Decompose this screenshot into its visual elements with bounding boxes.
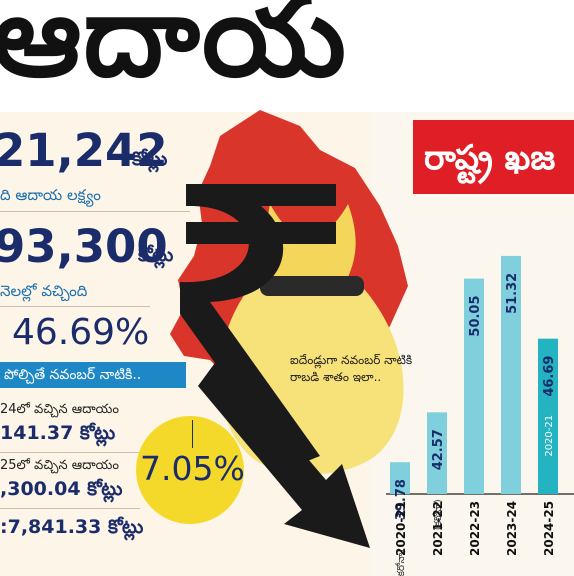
down-arrow-icon — [198, 356, 370, 548]
headline: ఆదాయ — [0, 0, 348, 102]
chart-caption: ఐదేండ్లుగా నవంబర్ నాటికి రాబడి శాతం ఇలా.… — [290, 352, 412, 386]
row-value-2: ,300.04 కోట్లు — [0, 478, 123, 500]
category-tick-label: 2021-22 — [431, 501, 445, 556]
growth-badge — [136, 416, 244, 524]
bar-value-label: 51.32 — [505, 273, 520, 314]
received-label: నెలల్లో వచ్చింది — [0, 282, 88, 300]
bar — [538, 338, 558, 494]
bar-value-label: 46.69 — [542, 356, 557, 397]
divider — [0, 306, 150, 307]
chart-caption-line1: ఐదేండ్లుగా నవంబర్ నాటికి — [290, 353, 413, 367]
revenue-bar-chart: 39.78(కరోనా)2020-2142.57(కరోనా)2021-2250… — [386, 255, 574, 576]
chart-caption-line2: రాబడి శాతం ఇలా.. — [290, 370, 382, 384]
target-unit: కోట్లు — [132, 148, 168, 170]
bar-value-label: 39.78 — [394, 479, 409, 520]
category-tick-label: 2024-25 — [542, 501, 556, 556]
bar-sub-label: 2020-21 — [544, 415, 555, 457]
illustration — [170, 110, 408, 548]
comparison-banner: పోల్చితే నవంబర్ నాటికి.. — [0, 362, 186, 388]
bar-value-label: 42.57 — [431, 429, 446, 470]
bar-sub-label: (కరోనా) — [432, 499, 444, 530]
category-tick-label: 2023-24 — [505, 501, 519, 556]
bar — [390, 462, 410, 494]
target-label: ది ఆదాయ లక్ష్యం — [0, 186, 101, 204]
row-label-2: 25లో వచ్చిన ఆదాయం — [0, 458, 119, 473]
received-unit: కోట్లు — [138, 244, 174, 266]
bar-sub-label: (కరోనా) — [395, 549, 407, 576]
bar-value-label: 50.05 — [468, 295, 483, 336]
growth-percent: 7.05% — [140, 449, 245, 488]
growth-divider — [192, 420, 193, 448]
bar — [501, 255, 521, 494]
divider — [0, 211, 190, 212]
divider — [0, 452, 140, 453]
bar — [464, 278, 484, 494]
divider — [0, 508, 140, 509]
category-tick-label: 2022-23 — [468, 501, 482, 556]
received-value: 93,300 — [0, 220, 168, 273]
section-title: రాష్ట్ర ఖజ — [424, 138, 556, 178]
category-tick-label: 2020-21 — [394, 501, 408, 556]
row-label-1: 24లో వచ్చిన ఆదాయం — [0, 402, 119, 417]
received-percent: 46.69% — [12, 312, 150, 353]
row-value-1: 141.37 కోట్లు — [0, 422, 116, 444]
target-value: 21,242 — [0, 124, 168, 177]
row-value-3: :7,841.33 కోట్లు — [0, 516, 144, 538]
section-title-box — [413, 120, 574, 194]
bar — [427, 412, 447, 494]
